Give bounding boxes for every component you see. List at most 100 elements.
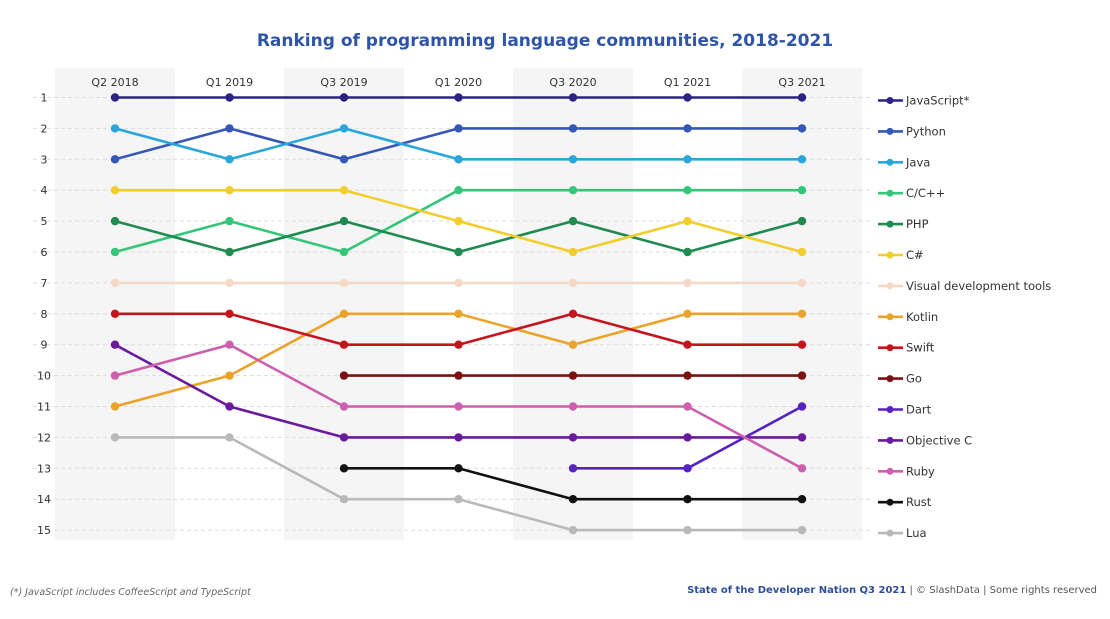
data-point: [339, 371, 349, 380]
y-tick-label: 4: [41, 184, 48, 197]
series-lua: [110, 433, 807, 535]
data-point: [797, 155, 807, 164]
data-point: [797, 186, 807, 195]
legend-item: Ruby: [878, 464, 935, 478]
column-band: [284, 68, 404, 540]
legend-label: Go: [906, 372, 922, 386]
x-tick-label: Q1 2019: [206, 76, 253, 89]
legend-label: C#: [906, 248, 924, 262]
series-php: [110, 216, 807, 257]
x-axis-labels: Q2 2018 Q1 2019 Q3 2019 Q1 2020 Q3 2020 Q1 20…: [91, 76, 825, 89]
data-point: [568, 216, 578, 226]
series-javascript-: [110, 93, 807, 102]
legend-item: Java: [878, 155, 930, 169]
data-point: [568, 278, 578, 288]
data-point: [339, 93, 349, 102]
y-tick-label: 13: [37, 462, 51, 475]
y-tick-label: 6: [41, 246, 48, 259]
data-point: [797, 495, 807, 504]
legend-item: JavaScript*: [878, 94, 970, 108]
data-point: [225, 93, 234, 102]
legend: JavaScript* Python Java C/C++ PHP C# Visual de…: [878, 94, 1051, 540]
legend-item: Rust: [878, 495, 932, 509]
legend-label: JavaScript*: [905, 94, 970, 108]
legend-marker: [886, 344, 894, 352]
data-point: [454, 433, 463, 442]
source-credit: State of the Developer Nation Q3 2021 | …: [687, 585, 1097, 596]
column-band: [55, 68, 175, 540]
data-point: [339, 464, 349, 473]
series-java: [110, 124, 807, 164]
data-point: [454, 495, 463, 504]
data-point: [683, 340, 692, 349]
data-point: [797, 371, 807, 380]
data-point: [683, 93, 692, 102]
legend-item: C#: [878, 248, 924, 262]
data-point: [454, 464, 463, 473]
series-line: [115, 312, 802, 347]
data-point: [225, 155, 234, 164]
y-tick-label: 10: [37, 370, 51, 383]
data-point: [568, 247, 578, 257]
data-point: [683, 186, 692, 195]
series-visual-development-tools: [110, 278, 807, 288]
legend-marker: [886, 189, 894, 197]
x-tick-label: Q1 2020: [435, 76, 482, 89]
legend-item: C/C++: [878, 186, 945, 200]
data-point: [454, 186, 463, 195]
series-go: [339, 371, 807, 380]
data-point: [225, 309, 234, 318]
data-point: [797, 464, 807, 473]
legend-marker: [886, 158, 894, 166]
series-lines: [110, 93, 807, 535]
legend-label: Lua: [906, 526, 927, 540]
series-kotlin: [110, 309, 807, 411]
legend-marker: [886, 467, 894, 475]
data-point: [225, 402, 234, 411]
data-point: [454, 93, 463, 102]
data-point: [683, 216, 692, 226]
data-point: [568, 155, 578, 164]
y-tick-label: 11: [37, 401, 51, 414]
data-point: [454, 402, 463, 411]
column-bands: [55, 68, 862, 540]
legend-marker: [886, 529, 894, 537]
legend-label: Dart: [906, 403, 932, 417]
data-point: [568, 495, 578, 504]
y-tick-label: 15: [37, 524, 51, 537]
series-objective-c: [110, 340, 807, 442]
source-rest: | © SlashData | Some rights reserved: [906, 585, 1097, 596]
legend-marker: [886, 282, 894, 290]
data-point: [110, 340, 120, 349]
data-point: [339, 186, 349, 195]
data-point: [110, 433, 120, 442]
data-point: [683, 464, 692, 473]
data-point: [683, 402, 692, 411]
x-tick-label: Q3 2021: [778, 76, 825, 89]
footnote: (*) JavaScript includes CoffeeScript and…: [10, 587, 252, 598]
legend-marker: [886, 97, 894, 104]
data-point: [797, 525, 807, 535]
series-c-c-: [110, 186, 807, 257]
series-line: [114, 127, 802, 161]
series-python: [110, 124, 807, 164]
legend-item: Visual development tools: [878, 279, 1051, 293]
x-tick-label: Q3 2019: [320, 76, 367, 89]
data-point: [339, 216, 349, 226]
y-tick-label: 3: [41, 153, 48, 166]
x-tick-label: Q3 2020: [549, 76, 596, 89]
data-point: [683, 525, 692, 535]
data-point: [683, 495, 692, 504]
legend-item: Go: [878, 372, 922, 386]
data-point: [110, 247, 120, 257]
data-point: [110, 155, 120, 164]
data-point: [454, 371, 463, 380]
series-line: [114, 312, 802, 408]
data-point: [683, 278, 692, 288]
data-point: [110, 278, 120, 288]
series-rust: [339, 464, 807, 504]
legend-item: Lua: [878, 526, 927, 540]
data-point: [225, 433, 234, 442]
legend-label: C/C++: [906, 186, 945, 200]
